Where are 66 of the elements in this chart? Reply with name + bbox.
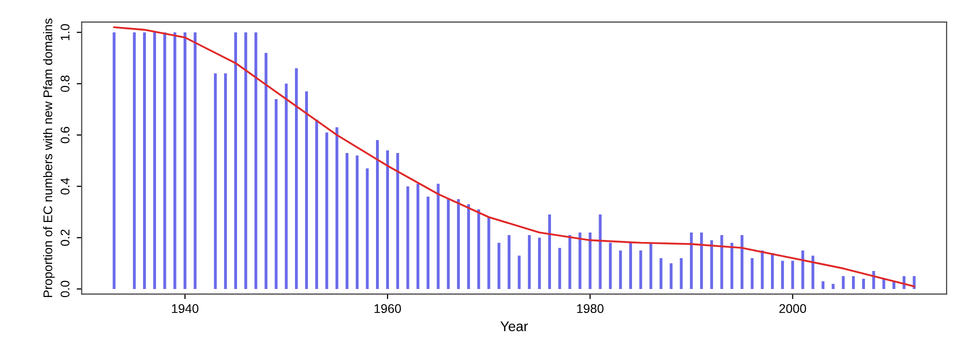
y-tick-label: 1.0 xyxy=(60,24,70,40)
x-tick-label: 1980 xyxy=(577,304,604,314)
bar xyxy=(356,156,359,289)
bar xyxy=(376,140,379,289)
bar xyxy=(608,242,612,289)
bar xyxy=(498,242,500,289)
bar xyxy=(346,152,348,289)
bar xyxy=(862,278,865,289)
bar xyxy=(224,73,227,289)
x-axis-title: Year xyxy=(500,322,528,332)
bar xyxy=(386,150,389,289)
bar xyxy=(294,68,298,289)
bar xyxy=(173,32,176,289)
bar xyxy=(811,256,814,289)
bar xyxy=(508,235,510,289)
bar xyxy=(305,91,308,289)
bar xyxy=(396,152,400,289)
bar xyxy=(184,32,186,289)
bar xyxy=(740,235,744,289)
bar xyxy=(416,184,420,289)
y-tick-label: 0.0 xyxy=(60,280,70,298)
bar xyxy=(467,204,470,289)
bar xyxy=(832,284,835,289)
bar xyxy=(132,32,136,289)
bar xyxy=(315,120,318,289)
bar xyxy=(274,99,278,289)
bar xyxy=(568,235,572,289)
bar xyxy=(690,232,693,289)
y-tick-label: 0.6 xyxy=(60,126,70,144)
bar xyxy=(335,127,338,289)
bar xyxy=(426,196,430,289)
y-tick-label: 0.4 xyxy=(60,178,70,195)
bar xyxy=(770,253,774,289)
bar xyxy=(629,242,632,289)
bar xyxy=(578,232,582,289)
bar xyxy=(194,32,197,289)
bar xyxy=(112,32,116,289)
bar xyxy=(791,260,794,289)
bar xyxy=(234,32,238,289)
bar xyxy=(710,240,714,289)
bar xyxy=(588,232,592,289)
bar xyxy=(538,238,541,289)
bar xyxy=(254,32,258,289)
bar xyxy=(730,242,734,289)
bar xyxy=(264,52,268,289)
y-tick-label: 0.8 xyxy=(60,76,70,92)
bar xyxy=(781,260,784,289)
bar xyxy=(457,199,460,289)
bar xyxy=(670,263,673,289)
x-tick-label: 1960 xyxy=(374,304,401,314)
line-series xyxy=(113,26,916,288)
bar xyxy=(214,73,217,289)
bar xyxy=(822,281,824,289)
x-tick-label: 2000 xyxy=(779,304,806,314)
bar xyxy=(619,250,622,289)
bar xyxy=(143,32,146,289)
y-axis-title: Proportion of EC numbers with new Pfam domains xyxy=(43,18,55,298)
bar xyxy=(750,258,754,289)
bar xyxy=(153,32,156,289)
x-tick-label: 1940 xyxy=(172,304,198,314)
bar xyxy=(548,214,551,289)
bar xyxy=(852,276,855,289)
y-tick-label: 0.2 xyxy=(60,230,70,246)
bar xyxy=(660,258,662,289)
bar xyxy=(700,232,703,289)
bar xyxy=(649,242,652,289)
